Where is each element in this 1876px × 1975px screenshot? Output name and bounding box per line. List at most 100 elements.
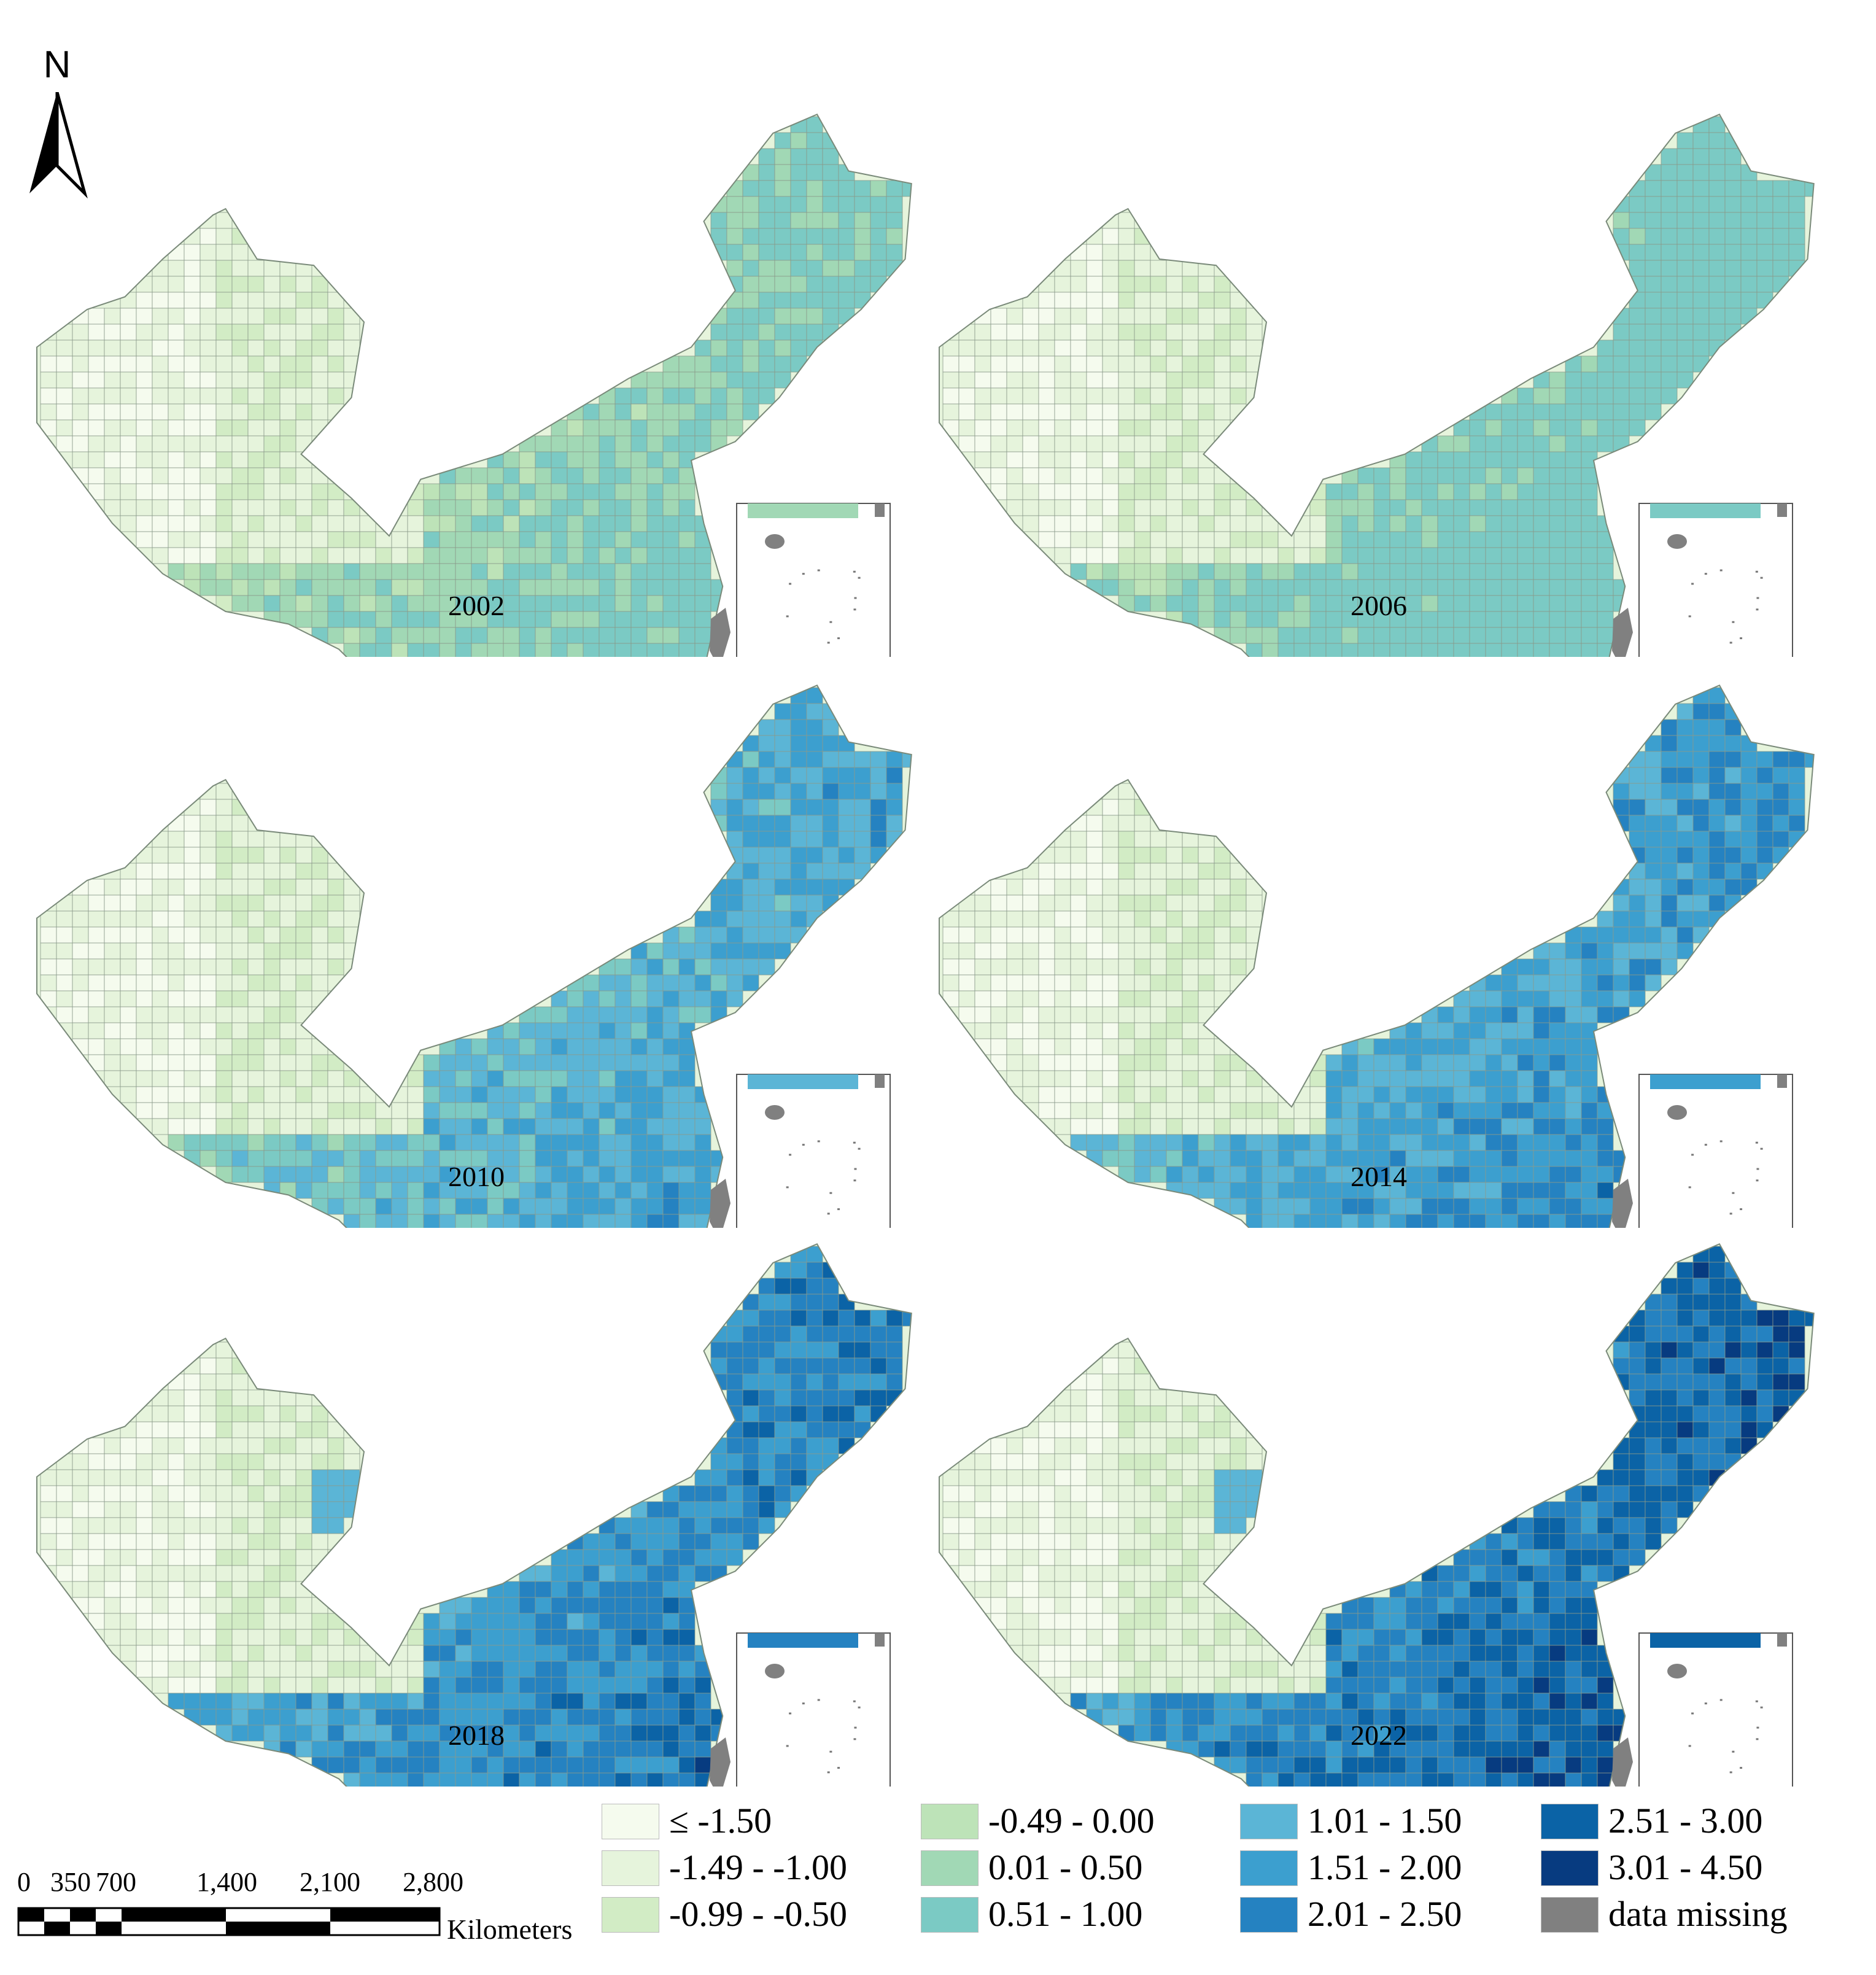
prefecture-cell (1517, 1006, 1534, 1023)
prefecture-cell (974, 910, 991, 928)
prefecture-cell (1070, 879, 1087, 896)
prefecture-cell (1597, 595, 1614, 612)
prefecture-cell (56, 371, 73, 389)
prefecture-cell (200, 1517, 217, 1534)
prefecture-cell (375, 1740, 392, 1758)
prefecture-cell (200, 1501, 217, 1518)
prefecture-cell (503, 1038, 520, 1055)
prefecture-cell (1150, 260, 1167, 277)
prefecture-cell (567, 974, 584, 991)
prefecture-cell (678, 1134, 696, 1151)
prefecture-cell (184, 974, 201, 991)
prefecture-cell (806, 910, 823, 928)
prefecture-cell (1581, 387, 1598, 405)
prefecture-cell (942, 974, 959, 991)
prefecture-cell (1437, 1166, 1454, 1183)
prefecture-cell (40, 419, 57, 437)
prefecture-cell (231, 815, 249, 832)
prefecture-cell (1629, 942, 1646, 960)
prefecture-cell (1293, 1166, 1311, 1183)
prefecture-cell (710, 926, 727, 944)
prefecture-cell (1118, 1150, 1135, 1167)
prefecture-cell (1724, 735, 1742, 752)
prefecture-cell (104, 1070, 121, 1087)
prefecture-cell (231, 467, 249, 484)
prefecture-cell (870, 180, 887, 197)
prefecture-cell (1277, 1134, 1295, 1151)
prefecture-cell (694, 1517, 711, 1534)
prefecture-cell (1341, 1086, 1359, 1103)
prefecture-cell (487, 1182, 504, 1199)
prefecture-cell (168, 910, 185, 928)
prefecture-cell (56, 1549, 73, 1566)
prefecture-cell (1437, 1198, 1454, 1215)
prefecture-cell (423, 547, 440, 564)
prefecture-cell (375, 1150, 392, 1167)
prefecture-cell (407, 1134, 424, 1151)
prefecture-cell (1134, 1166, 1151, 1183)
prefecture-cell (838, 292, 855, 309)
prefecture-cell (1629, 958, 1646, 976)
prefecture-cell (56, 435, 73, 452)
prefecture-cell (990, 974, 1007, 991)
prefecture-cell (136, 483, 153, 500)
prefecture-cell (1692, 1262, 1710, 1279)
prefecture-cell (104, 1501, 121, 1518)
prefecture-cell (200, 531, 217, 548)
prefecture-cell (1182, 1102, 1199, 1119)
prefecture-cell (200, 894, 217, 912)
prefecture-cell (1309, 1086, 1327, 1103)
prefecture-cell (168, 276, 185, 293)
prefecture-cell (1724, 879, 1742, 896)
prefecture-cell (1006, 1022, 1023, 1039)
prefecture-cell (990, 308, 1007, 325)
prefecture-cell (359, 1166, 376, 1183)
prefecture-cell (40, 355, 57, 373)
prefecture-cell (1118, 435, 1135, 452)
prefecture-cell (1054, 863, 1071, 880)
prefecture-cell (1692, 847, 1710, 864)
prefecture-cell (168, 483, 185, 500)
prefecture-cell (870, 751, 887, 768)
prefecture-cell (1006, 926, 1023, 944)
prefecture-cell (247, 579, 265, 596)
prefecture-cell (1629, 974, 1646, 991)
prefecture-cell (1501, 974, 1518, 991)
prefecture-cell (567, 1134, 584, 1151)
prefecture-cell (343, 1118, 360, 1135)
prefecture-cell (1102, 228, 1119, 245)
prefecture-cell (1214, 1118, 1231, 1135)
prefecture-cell (471, 1661, 488, 1678)
prefecture-cell (215, 1517, 233, 1534)
prefecture-cell (503, 595, 520, 612)
prefecture-cell (1070, 1102, 1087, 1119)
prefecture-cell (567, 1693, 584, 1710)
prefecture-cell (88, 419, 105, 437)
prefecture-cell (152, 355, 169, 373)
prefecture-cell (327, 1645, 344, 1662)
prefecture-cell (1421, 1006, 1438, 1023)
inset-island-dot (858, 576, 861, 579)
prefecture-cell (1581, 958, 1598, 976)
prefecture-cell (1341, 1054, 1359, 1071)
inset-island-dot (853, 1700, 856, 1702)
prefecture-cell (1613, 435, 1630, 452)
prefecture-cell (231, 260, 249, 277)
prefecture-cell (774, 1310, 791, 1327)
prefecture-cell (551, 1118, 568, 1135)
prefecture-cell (1006, 308, 1023, 325)
prefecture-cell (136, 990, 153, 1007)
prefecture-cell (1118, 815, 1135, 832)
prefecture-cell (1549, 419, 1566, 437)
prefecture-cell (215, 355, 233, 373)
prefecture-cell (710, 942, 727, 960)
prefecture-cell (136, 910, 153, 928)
prefecture-cell (311, 879, 328, 896)
prefecture-cell (231, 340, 249, 357)
prefecture-cell (247, 1405, 265, 1422)
prefecture-cell (1230, 879, 1247, 896)
prefecture-cell (455, 1772, 472, 1787)
prefecture-cell (614, 1006, 632, 1023)
prefecture-cell (630, 403, 648, 421)
prefecture-cell (263, 847, 281, 864)
